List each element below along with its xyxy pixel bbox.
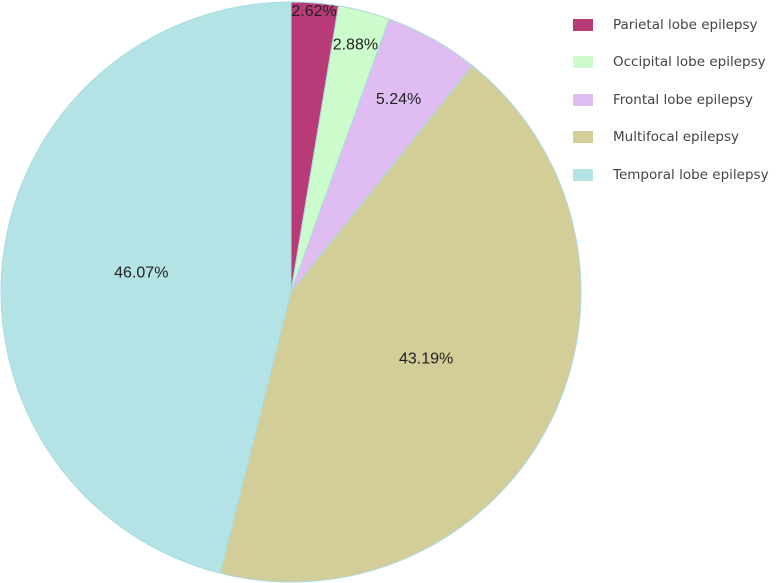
legend-label: Multifocal epilepsy [613,129,740,145]
slice-value-label: 46.07% [114,265,168,282]
slice-value-label: 5.24% [376,91,421,108]
legend-label: Occipital lobe epilepsy [613,54,766,70]
legend-swatch [573,93,593,106]
pie-slices [0,1,582,583]
legend-item-temporal[interactable]: Temporal lobe epilepsy [573,166,769,183]
legend-swatch [573,56,593,68]
legend-swatch [573,18,593,31]
legend-item-parietal[interactable]: Parietal lobe epilepsy [573,16,769,33]
legend-item-occipital[interactable]: Occipital lobe epilepsy [573,54,769,71]
slice-value-label: 2.62% [291,3,336,20]
legend-label: Frontal lobe epilepsy [613,91,753,108]
legend-item-multifocal[interactable]: Multifocal epilepsy [573,129,769,146]
legend-swatch [573,168,593,181]
legend-label: Temporal lobe epilepsy [613,166,769,183]
chart-legend: Parietal lobe epilepsy Occipital lobe ep… [573,16,769,204]
pie-slice-temporal-lobe-epilepsy[interactable] [0,1,292,574]
legend-label: Parietal lobe epilepsy [613,16,758,33]
pie-slice-labels: 2.62% 2.88% 5.24% 43.19% 46.07% [114,3,453,367]
slice-value-label: 2.88% [333,36,378,53]
pie-slice-multifocal-epilepsy[interactable] [219,64,582,583]
slice-value-label: 43.19% [399,350,453,367]
legend-swatch [573,131,593,143]
legend-item-frontal[interactable]: Frontal lobe epilepsy [573,91,769,108]
